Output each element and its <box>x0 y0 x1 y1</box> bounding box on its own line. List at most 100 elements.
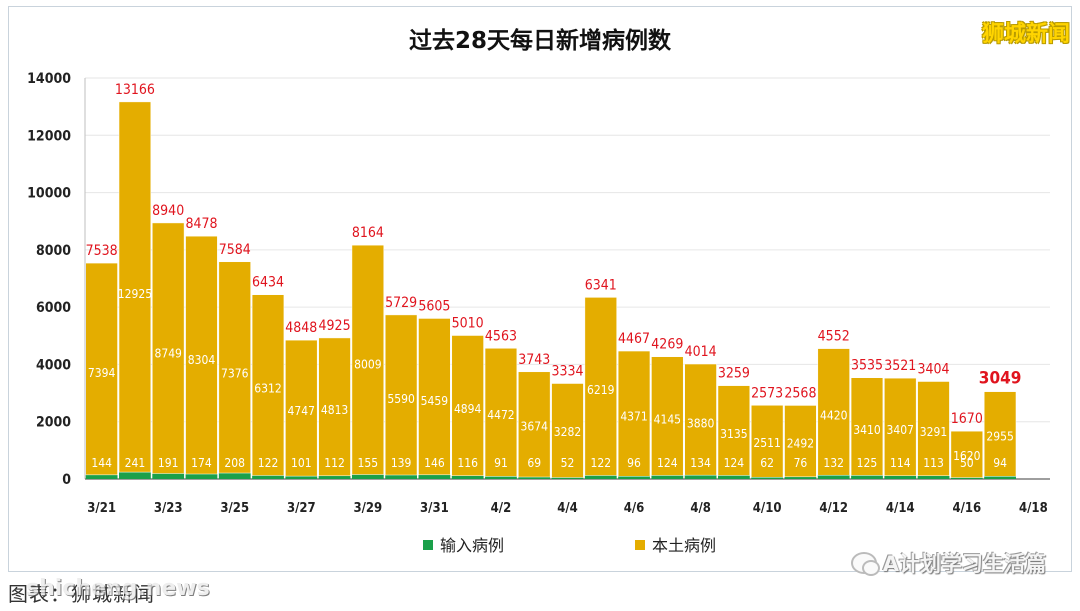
local-value-label: 3407 <box>887 423 914 437</box>
y-tick-label: 6000 <box>36 300 71 316</box>
total-value-label: 7538 <box>86 243 118 259</box>
bar-local <box>351 244 384 475</box>
bar-local <box>850 377 884 476</box>
local-value-label: 3282 <box>554 425 581 439</box>
imported-value-label: 91 <box>494 456 508 470</box>
y-tick-label: 4000 <box>36 357 71 373</box>
imported-value-label: 139 <box>391 456 412 470</box>
total-value-label: 3049 <box>979 369 1022 389</box>
total-value-label: 3404 <box>918 361 950 377</box>
x-tick-label: 4/18 <box>1019 501 1048 516</box>
imported-value-label: 101 <box>291 456 312 470</box>
imported-value-label: 124 <box>657 456 678 470</box>
x-tick-label: 4/2 <box>491 501 512 516</box>
local-value-label: 4420 <box>820 409 848 423</box>
local-value-label: 3880 <box>687 416 715 430</box>
local-value-label: 3291 <box>920 425 947 439</box>
imported-value-label: 155 <box>358 456 379 470</box>
y-tick-label: 8000 <box>36 243 71 259</box>
imported-value-label: 113 <box>923 456 944 470</box>
outlet-logo-text: 狮城新闻 <box>981 22 1070 47</box>
bar-local <box>451 335 484 476</box>
total-value-label: 7584 <box>219 242 251 258</box>
bar-local <box>651 356 684 476</box>
x-tick-label: 3/21 <box>87 501 116 516</box>
local-value-label: 3410 <box>853 423 881 437</box>
imported-value-label: 114 <box>890 456 911 470</box>
local-value-label: 2511 <box>753 436 780 450</box>
total-value-label: 3521 <box>884 358 916 374</box>
chart-source-label: 图表：狮城新闻 <box>8 582 155 606</box>
imported-value-label: 125 <box>857 456 878 470</box>
local-value-label: 4813 <box>321 403 348 417</box>
bar-local <box>983 391 1017 477</box>
bar-imported <box>451 475 484 479</box>
bar-local <box>584 297 617 476</box>
imported-value-label: 94 <box>993 456 1007 470</box>
bar-imported <box>651 475 684 479</box>
local-value-label: 4145 <box>654 413 681 427</box>
total-value-label: 3259 <box>718 366 750 382</box>
bar-imported <box>385 475 418 479</box>
local-value-label: 8304 <box>188 353 216 367</box>
total-value-label: 6434 <box>252 275 284 291</box>
bar-local <box>218 261 251 474</box>
local-value-label: 4472 <box>487 408 514 422</box>
bar-imported <box>185 474 218 479</box>
local-value-label: 4371 <box>620 409 647 423</box>
imported-value-label: 50 <box>960 456 974 470</box>
total-value-label: 3535 <box>851 358 883 374</box>
x-tick-label: 3/31 <box>420 501 449 516</box>
imported-value-label: 112 <box>324 456 345 470</box>
local-value-label: 8009 <box>354 357 382 371</box>
bar-imported <box>152 473 185 479</box>
bar-imported <box>518 477 551 479</box>
bar-imported <box>218 473 251 479</box>
y-tick-label: 10000 <box>27 186 71 202</box>
y-tick-label: 2000 <box>36 415 71 431</box>
local-value-label: 2955 <box>986 430 1013 444</box>
local-value-label: 2492 <box>787 436 814 450</box>
bar-imported <box>418 474 451 479</box>
bar-imported <box>252 475 284 479</box>
imported-value-label: 191 <box>158 456 179 470</box>
bar-imported <box>485 476 517 479</box>
bar-imported <box>351 474 384 479</box>
imported-value-label: 124 <box>724 456 745 470</box>
wechat-icon <box>850 552 880 576</box>
x-tick-label: 3/23 <box>154 501 183 516</box>
bar-imported <box>917 475 950 479</box>
wechat-account-label: A计划学习生活篇 <box>882 552 1046 576</box>
bar-imported <box>784 476 817 479</box>
total-value-label: 1670 <box>951 411 983 427</box>
wechat-watermark: A计划学习生活篇 <box>850 548 1046 578</box>
total-value-label: 6341 <box>585 277 617 293</box>
bar-local <box>551 383 584 478</box>
total-value-label: 4563 <box>485 328 517 344</box>
bar-local <box>884 377 917 476</box>
y-tick-label: 12000 <box>27 128 71 144</box>
bar-imported <box>751 477 784 479</box>
total-value-label: 13166 <box>115 82 155 98</box>
imported-value-label: 96 <box>627 456 641 470</box>
total-value-label: 3334 <box>551 364 583 380</box>
bar-local <box>717 385 751 476</box>
bar-local <box>318 337 351 477</box>
total-value-label: 4925 <box>319 318 351 334</box>
total-value-label: 4552 <box>818 329 850 345</box>
bar-local <box>418 318 451 476</box>
bar-local <box>118 101 152 473</box>
legend-swatch-local <box>635 540 645 550</box>
imported-value-label: 241 <box>125 456 146 470</box>
imported-value-label: 134 <box>690 456 711 470</box>
x-tick-label: 4/14 <box>886 501 915 516</box>
imported-value-label: 174 <box>191 456 212 470</box>
total-value-label: 4467 <box>618 331 650 347</box>
x-tick-label: 4/12 <box>819 501 848 516</box>
local-value-label: 5590 <box>387 392 415 406</box>
bar-local <box>185 235 218 475</box>
bar-local <box>784 405 817 478</box>
local-value-label: 7376 <box>221 366 249 380</box>
bar-imported <box>717 475 750 479</box>
bar-imported <box>551 477 584 479</box>
